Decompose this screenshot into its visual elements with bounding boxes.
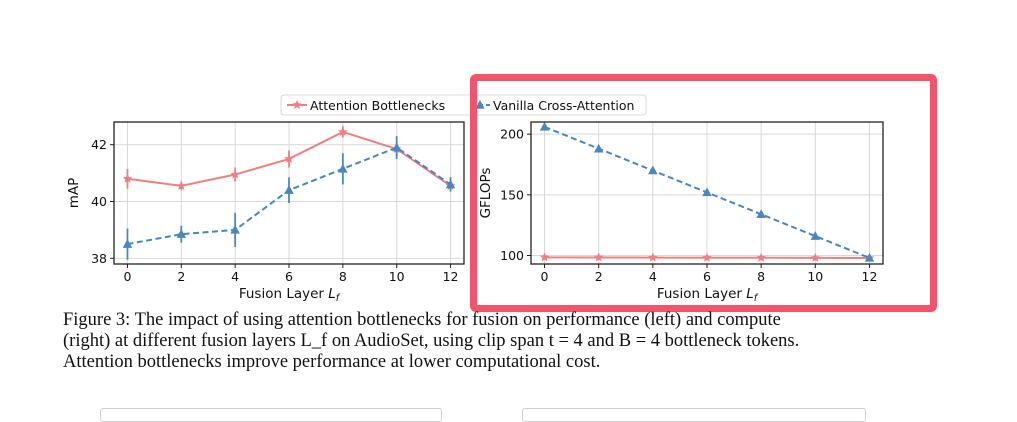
point-triangle	[756, 209, 766, 218]
x-tick-label: 2	[595, 269, 603, 284]
x-tick-label: 10	[807, 269, 823, 284]
point-triangle	[122, 239, 133, 248]
point-triangle	[230, 224, 240, 234]
figure-caption: Figure 3: The impact of using attention …	[63, 310, 913, 373]
x-axis-label: Fusion Layer Lf	[657, 286, 759, 304]
point-star	[756, 252, 766, 262]
point-star	[648, 252, 658, 262]
point-star	[230, 169, 240, 179]
axes-frame	[113, 121, 465, 265]
legend-marker-triangle	[475, 100, 485, 109]
next-panel-right	[522, 408, 866, 422]
y-axis-label: mAP	[66, 178, 82, 209]
point-star	[176, 180, 187, 190]
gflops-plot: 0 2 4 6 8 10 12 100 150 200 Fusion Layer Lf GFLOPs	[478, 121, 884, 304]
point-star	[338, 126, 348, 136]
axes-frame	[530, 121, 884, 265]
point-triangle	[539, 121, 550, 131]
caption-line-3: Attention bottlenecks improve performanc…	[63, 352, 601, 372]
point-star	[284, 153, 294, 163]
point-triangle	[864, 252, 875, 262]
y-tick-label: 38	[91, 251, 107, 266]
y-tick-label: 150	[500, 187, 524, 202]
point-triangle	[810, 231, 821, 240]
x-tick-label: 8	[757, 269, 765, 284]
point-triangle	[445, 179, 456, 189]
y-tick-label: 100	[500, 248, 524, 263]
x-tick-label: 4	[649, 269, 657, 284]
point-triangle	[176, 229, 187, 238]
point-star	[593, 252, 604, 262]
legend: Attention Bottlenecks Vanilla Cross-Atten…	[280, 94, 647, 116]
map-plot: 0 2 4 6 8 10 12 38 40 42 Fusion Layer Lf mAP	[66, 121, 465, 304]
x-tick-label: 2	[177, 269, 185, 284]
point-triangle	[391, 142, 402, 152]
legend-marker-star	[292, 100, 302, 110]
x-tick-label: 6	[703, 269, 711, 284]
y-axis-label: GFLOPs	[478, 168, 494, 219]
point-triangle	[284, 185, 294, 194]
point-star	[702, 252, 712, 262]
point-star	[539, 252, 550, 262]
y-tick-label: 42	[91, 137, 107, 152]
point-triangle	[702, 187, 712, 197]
x-tick-label: 0	[123, 269, 131, 284]
point-star	[122, 173, 133, 183]
y-tick-label: 40	[91, 194, 107, 209]
x-tick-label: 8	[339, 269, 347, 284]
x-tick-label: 12	[862, 269, 878, 284]
figure: Attention Bottlenecks Vanilla Cross-Atten…	[66, 94, 884, 304]
caption-line-1: Figure 3: The impact of using attention …	[63, 310, 781, 330]
x-tick-label: 0	[541, 269, 549, 284]
point-star	[810, 252, 821, 262]
legend-label-bottlenecks: Attention Bottlenecks	[310, 98, 445, 113]
y-tick-label: 200	[500, 127, 524, 142]
point-triangle	[338, 163, 348, 173]
next-panel-left	[100, 408, 442, 422]
x-tick-label: 4	[231, 269, 239, 284]
highlight-box	[470, 74, 937, 312]
x-tick-label: 6	[285, 269, 293, 284]
x-tick-label: 10	[389, 269, 405, 284]
legend-frame	[280, 94, 647, 116]
legend-label-cross: Vanilla Cross-Attention	[493, 98, 634, 113]
point-triangle	[648, 165, 658, 175]
x-tick-label: 12	[443, 269, 459, 284]
caption-line-2: (right) at different fusion layers L_f o…	[63, 331, 800, 351]
x-axis-label: Fusion Layer Lf	[239, 286, 341, 304]
point-triangle	[593, 143, 604, 153]
